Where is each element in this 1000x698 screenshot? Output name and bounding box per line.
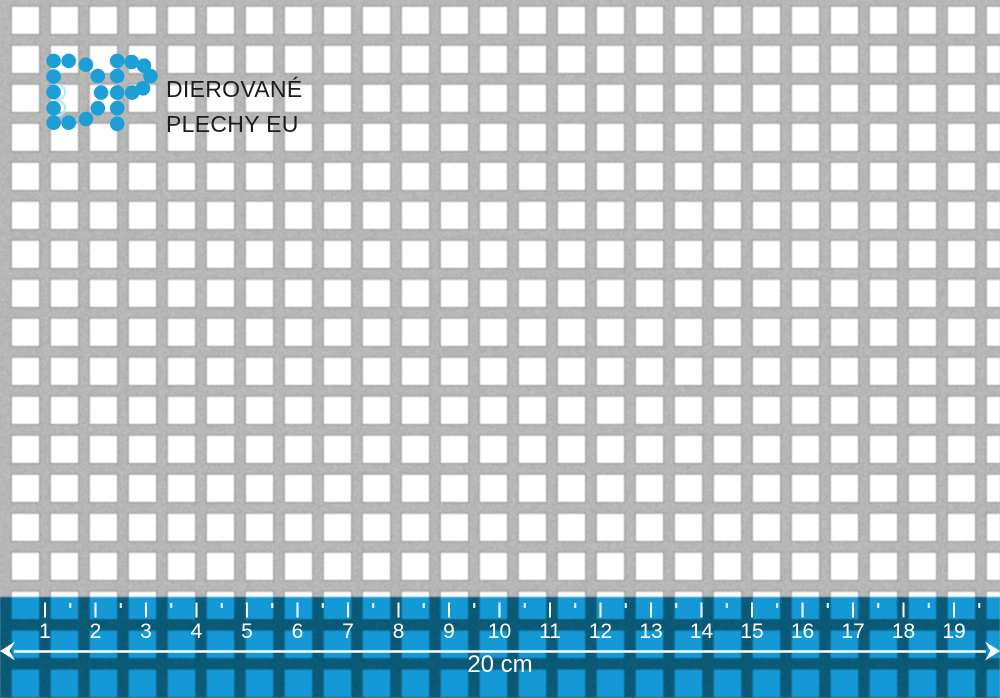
svg-text:16: 16 [791,620,814,643]
svg-text:9: 9 [443,620,455,643]
svg-text:17: 17 [841,620,864,643]
svg-text:5: 5 [241,620,253,643]
svg-text:18: 18 [892,620,915,643]
svg-text:13: 13 [639,620,662,643]
svg-text:6: 6 [292,620,304,643]
svg-text:19: 19 [942,620,965,643]
svg-text:12: 12 [589,620,612,643]
svg-text:20 cm: 20 cm [467,651,532,678]
svg-text:DIEROVANÉ: DIEROVANÉ [166,76,302,102]
svg-text:PLECHY EU: PLECHY EU [166,111,299,137]
svg-text:15: 15 [740,620,763,643]
svg-text:7: 7 [342,620,354,643]
svg-text:10: 10 [488,620,511,643]
svg-text:3: 3 [140,620,152,643]
svg-text:4: 4 [191,620,203,643]
svg-text:8: 8 [393,620,405,643]
svg-text:1: 1 [39,620,51,643]
svg-text:14: 14 [690,620,714,643]
svg-text:2: 2 [90,620,102,643]
svg-text:11: 11 [539,620,561,643]
